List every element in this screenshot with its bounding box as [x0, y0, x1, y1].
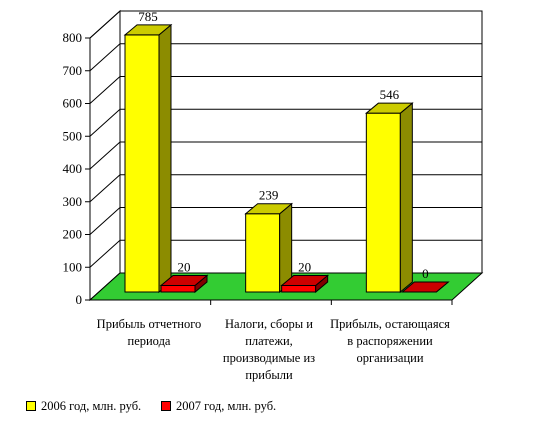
- bar-2006-cat3-top: [364, 102, 414, 114]
- legend-label-2007: 2007 год, млн. руб.: [176, 398, 277, 413]
- data-label-2006-cat1: 785: [138, 9, 158, 24]
- data-label-2007-cat1: 20: [178, 259, 191, 274]
- gridline-400: [89, 141, 482, 170]
- y-tick-label-500: 500: [63, 128, 83, 143]
- gridline-100: [89, 239, 482, 268]
- data-label-2006-cat2: 239: [259, 188, 279, 203]
- y-tick-label-400: 400: [63, 161, 83, 176]
- y-tick-label-100: 100: [63, 259, 83, 274]
- bar-2006-cat1-side: [158, 23, 172, 294]
- gridline-200: [89, 207, 482, 235]
- bar-2006-cat1-top: [123, 24, 173, 36]
- y-tick-label-700: 700: [63, 63, 83, 78]
- y-tick-label-300: 300: [63, 194, 83, 209]
- bar-2006-cat3-side: [399, 102, 413, 294]
- gridline-300: [89, 174, 482, 203]
- gridline-600: [89, 76, 482, 104]
- bar-2007-cat2-top: [280, 274, 330, 286]
- data-label-2007-cat3: 0: [422, 266, 429, 281]
- bar-2006-cat3-front: [365, 112, 401, 293]
- bar-2006-cat1-front: [124, 34, 160, 293]
- bar-2006-cat2-top: [244, 203, 294, 215]
- bar-2006-cat2-front: [245, 213, 281, 293]
- data-label-2006-cat3: 546: [380, 87, 400, 102]
- legend-item-2006: 2006 год, млн. руб.: [26, 399, 141, 413]
- legend-swatch-2007: [161, 401, 171, 411]
- legend-swatch-2006: [26, 401, 36, 411]
- y-tick-label-600: 600: [63, 96, 83, 111]
- legend-item-2007: 2007 год, млн. руб.: [161, 399, 276, 413]
- y-tick-label-200: 200: [63, 227, 83, 242]
- y-tick-label-0: 0: [76, 292, 83, 307]
- gridline-500: [89, 108, 482, 137]
- bar-2007-cat2-front: [281, 284, 317, 293]
- bar-2007-cat1-front: [160, 284, 196, 293]
- y-tick-label-800: 800: [63, 30, 83, 45]
- category-label-1: Прибыль отчетного периода: [96, 317, 202, 348]
- bar-2007-cat3-top: [400, 281, 450, 293]
- data-label-2007-cat2: 20: [298, 259, 311, 274]
- bar-2007-cat1-top: [159, 274, 209, 286]
- category-label-2: Налоги, сборы и платежи, производимые из п…: [222, 317, 316, 382]
- gridline-800: [89, 10, 482, 39]
- legend-label-2006: 2006 год, млн. руб.: [41, 398, 142, 413]
- category-label-3: Прибыль, остающаяся в распоряжении органи…: [330, 317, 450, 365]
- gridline-700: [89, 43, 482, 72]
